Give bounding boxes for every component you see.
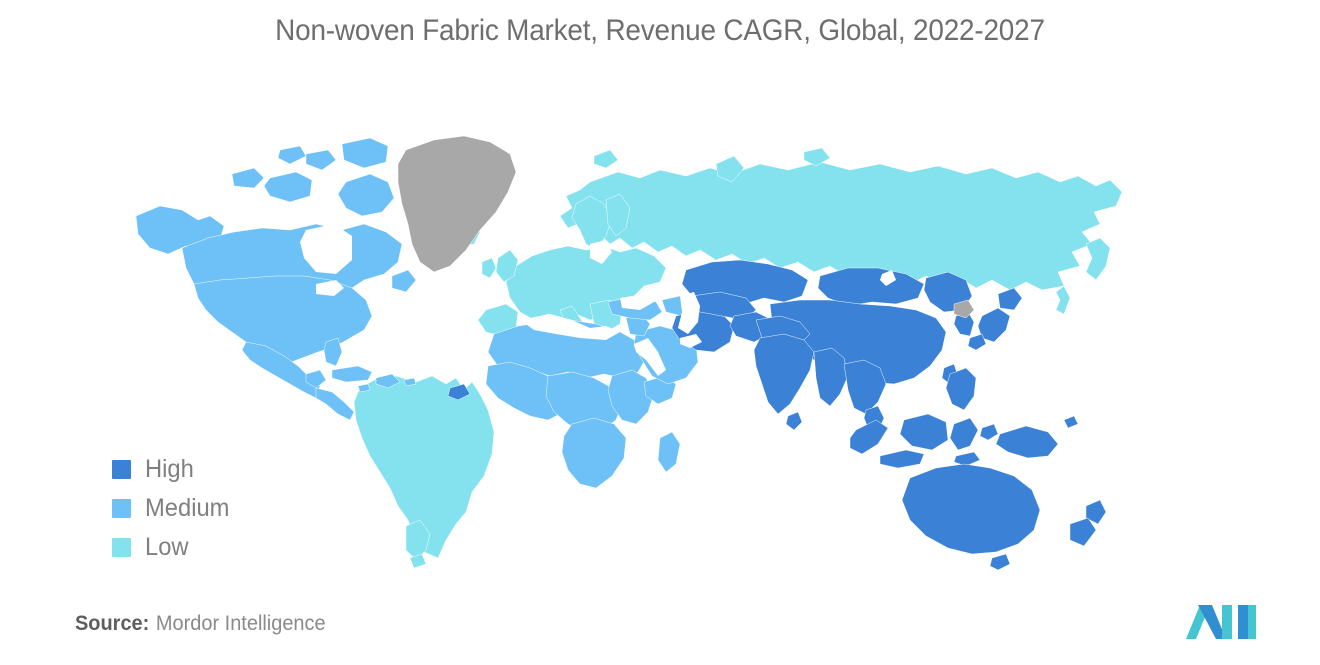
region-yucatan [305, 369, 327, 389]
legend-swatch-medium [112, 499, 131, 518]
region-ellesmere-island [341, 137, 389, 169]
logo-shape-i-teal-accent [1248, 605, 1256, 639]
logo-shape-i-blue [1238, 605, 1248, 639]
region-new-zealand-south [1069, 517, 1097, 547]
region-southern-africa [561, 417, 627, 489]
region-florida [323, 337, 343, 367]
source-label: Source: [75, 612, 150, 635]
legend-swatch-low [112, 538, 131, 557]
region-svalbard [593, 149, 619, 169]
region-hispaniola [375, 373, 401, 389]
lake-baikal [880, 270, 896, 286]
legend-label-medium: Medium [145, 494, 230, 522]
region-russia-far-east [1085, 237, 1111, 281]
region-severnaya-zemlya [803, 147, 831, 167]
region-group-low [353, 147, 1123, 569]
red-sea [634, 338, 666, 376]
region-south-america-south [405, 519, 431, 561]
legend-label-low: Low [145, 533, 189, 561]
map-legend: High Medium Low [112, 450, 332, 567]
region-finland [605, 193, 631, 237]
region-guyana-high [447, 383, 471, 401]
region-borneo [899, 413, 949, 451]
source-value: Mordor Intelligence [155, 612, 326, 635]
region-puerto-rico [403, 377, 417, 387]
region-east-africa [607, 369, 655, 425]
region-japan-kyushu [967, 333, 987, 351]
region-indochina [843, 359, 887, 415]
region-japan-honshu [977, 307, 1011, 343]
region-jamaica [357, 383, 371, 393]
region-sri-lanka [785, 411, 803, 431]
mediterranean-sea [520, 314, 620, 340]
logo-shape-m-left-blue [1198, 605, 1226, 639]
legend-label-high: High [145, 455, 194, 483]
region-australia [901, 463, 1041, 555]
page-title: Non-woven Fabric Market, Revenue CAGR, G… [275, 14, 1045, 47]
region-group-nodata [397, 135, 975, 319]
region-maluku [979, 423, 999, 441]
region-tasmania [989, 553, 1011, 570]
region-mongolia [817, 267, 925, 307]
black-sea [620, 294, 654, 310]
region-south-america [353, 375, 495, 559]
region-timor [953, 451, 981, 467]
region-newfoundland [391, 269, 417, 293]
legend-swatch-high [112, 460, 131, 479]
region-arctic-isle-b [305, 149, 337, 171]
region-india [753, 333, 815, 415]
region-arctic-isle-c [277, 145, 307, 165]
region-bangladesh-myanmar [813, 347, 849, 407]
region-sumatra [849, 419, 889, 455]
region-java [879, 449, 925, 469]
region-ireland [481, 257, 497, 279]
region-central-america [315, 387, 355, 421]
region-japan-hokkaido [997, 287, 1023, 311]
legend-item-medium[interactable]: Medium [112, 489, 332, 528]
region-united-kingdom [495, 249, 519, 283]
hudson-bay [300, 224, 352, 274]
baltic-sea [590, 240, 612, 264]
legend-item-low[interactable]: Low [112, 528, 332, 567]
world-choropleth-map [135, 135, 1123, 570]
region-north-korea [953, 299, 975, 319]
region-tierra-del-fuego [409, 553, 427, 569]
region-victoria-island [263, 171, 313, 203]
region-group-high [447, 259, 1107, 570]
region-pacific-isles-high [1063, 415, 1079, 429]
persian-gulf [680, 334, 702, 348]
region-arctic-isle-a [231, 167, 265, 189]
caspian-sea [678, 292, 700, 334]
region-papua-new-guinea [995, 425, 1059, 459]
logo-shape-m-right-teal [1222, 605, 1232, 639]
region-new-zealand-north [1085, 499, 1107, 525]
world-map-container [120, 120, 1220, 570]
region-sulawesi [949, 417, 979, 451]
region-russia [559, 161, 1123, 291]
region-novaya-zemlya [715, 155, 745, 183]
region-mexico [241, 341, 321, 399]
legend-item-high[interactable]: High [112, 450, 332, 489]
region-united-states [193, 275, 373, 365]
region-baffin-island [337, 173, 395, 217]
mordor-intelligence-logo [1186, 605, 1256, 639]
region-philippines [945, 367, 977, 411]
inland-water-overlay [300, 224, 896, 376]
region-cuba [331, 365, 373, 383]
source-line: Source: Mordor Intelligence [75, 612, 326, 636]
region-greenland [397, 135, 517, 273]
region-sakhalin [1055, 285, 1071, 315]
great-lakes [316, 280, 344, 296]
region-madagascar [657, 431, 681, 473]
